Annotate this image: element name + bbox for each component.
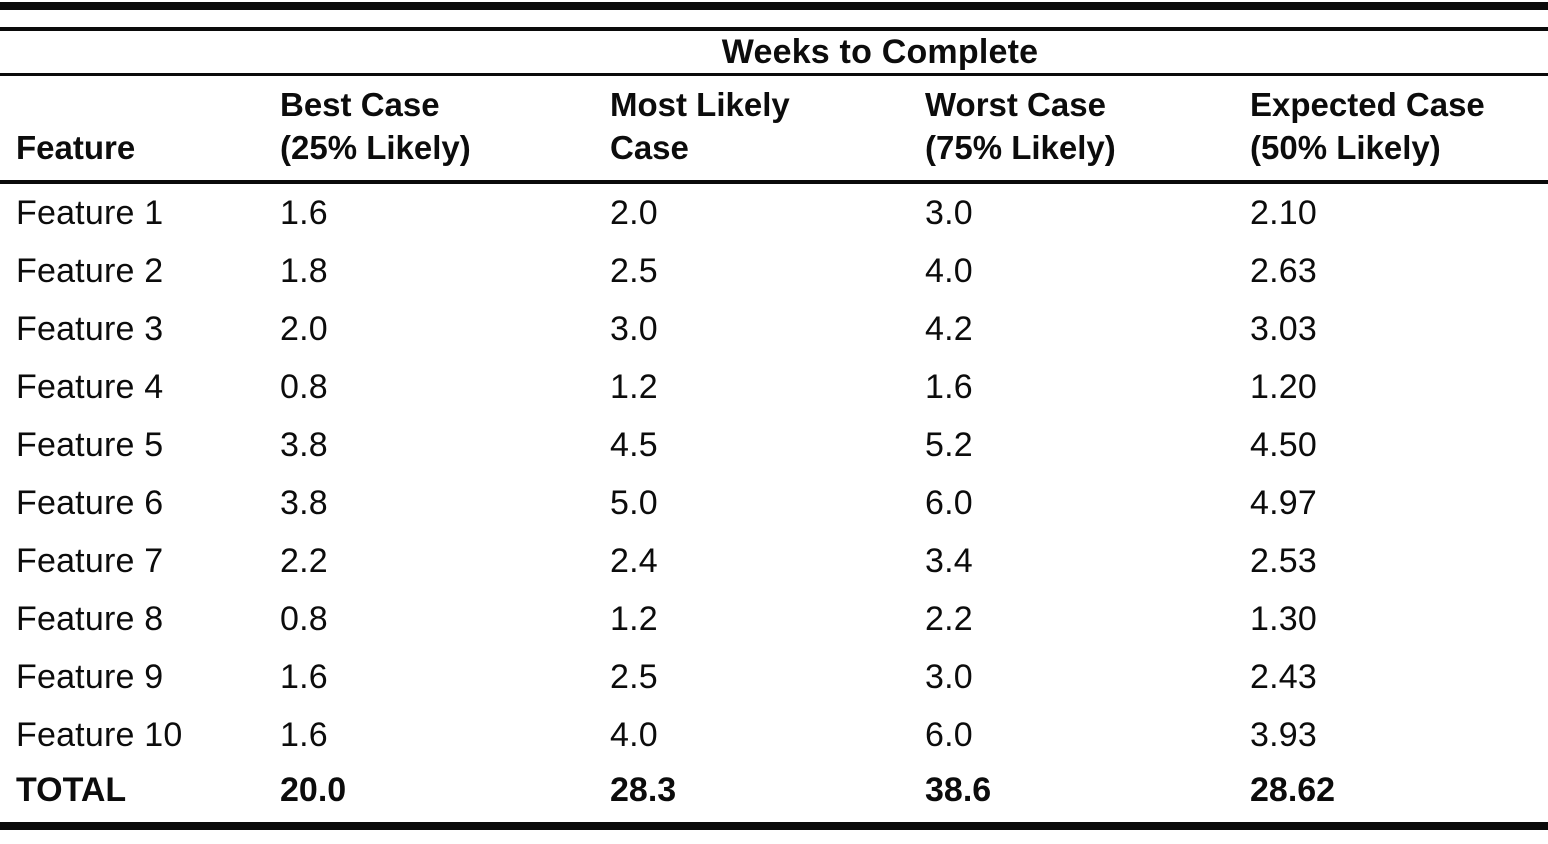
- cell-most-likely: 1.2: [610, 367, 658, 406]
- table-row: Feature 5 3.8 4.5 5.2 4.50: [0, 416, 1548, 474]
- cell-expected-case: 2.43: [1250, 657, 1317, 696]
- cell-worst-case: 6.0: [925, 715, 973, 754]
- cell-expected-case: 1.20: [1250, 367, 1317, 406]
- table-row: Feature 4 0.8 1.2 1.6 1.20: [0, 358, 1548, 416]
- cell-most-likely: 3.0: [610, 309, 658, 348]
- table-row: Feature 3 2.0 3.0 4.2 3.03: [0, 300, 1548, 358]
- table-row: Feature 1 1.6 2.0 3.0 2.10: [0, 184, 1548, 242]
- table-row: Feature 10 1.6 4.0 6.0 3.93: [0, 706, 1548, 764]
- total-worst-case: 38.6: [925, 770, 992, 809]
- cell-most-likely: 2.4: [610, 541, 658, 580]
- cell-worst-case: 3.0: [925, 657, 973, 696]
- cell-best-case: 3.8: [280, 483, 328, 522]
- cell-best-case: 1.6: [280, 715, 328, 754]
- cell-best-case: 3.8: [280, 425, 328, 464]
- cell-worst-case: 1.6: [925, 367, 973, 406]
- cell-expected-case: 2.10: [1250, 193, 1317, 232]
- table-total-row: TOTAL 20.0 28.3 38.6 28.62: [0, 764, 1548, 816]
- cell-most-likely: 5.0: [610, 483, 658, 522]
- cell-most-likely: 1.2: [610, 599, 658, 638]
- top-rule-inner: [0, 27, 1548, 31]
- column-header-feature: Feature: [0, 126, 280, 170]
- row-feature-label: Feature 5: [16, 425, 164, 464]
- column-header-worst-case: Worst Case (75% Likely): [925, 83, 1250, 170]
- total-expected-case: 28.62: [1250, 770, 1336, 809]
- column-header-label: Feature: [16, 129, 136, 167]
- total-best-case: 20.0: [280, 770, 347, 809]
- cell-most-likely: 4.0: [610, 715, 658, 754]
- column-header-sublabel: (50% Likely): [1250, 129, 1441, 167]
- cell-best-case: 0.8: [280, 367, 328, 406]
- cell-expected-case: 4.50: [1250, 425, 1317, 464]
- cell-best-case: 2.2: [280, 541, 328, 580]
- column-header-label: Most Likely: [610, 85, 790, 123]
- cell-expected-case: 2.63: [1250, 251, 1317, 290]
- row-feature-label: Feature 10: [16, 715, 183, 754]
- table-row: Feature 7 2.2 2.4 3.4 2.53: [0, 532, 1548, 590]
- bottom-rule: [0, 822, 1548, 830]
- cell-best-case: 0.8: [280, 599, 328, 638]
- spanning-header-band: Weeks to Complete: [0, 31, 1548, 73]
- column-header-label: Expected Case: [1250, 85, 1485, 123]
- row-feature-label: Feature 3: [16, 309, 164, 348]
- cell-most-likely: 2.0: [610, 193, 658, 232]
- table-row: Feature 9 1.6 2.5 3.0 2.43: [0, 648, 1548, 706]
- cell-best-case: 1.6: [280, 657, 328, 696]
- cell-worst-case: 3.4: [925, 541, 973, 580]
- row-feature-label: Feature 1: [16, 193, 164, 232]
- row-feature-label: Feature 7: [16, 541, 164, 580]
- row-feature-label: Feature 8: [16, 599, 164, 638]
- column-header-label: Best Case: [280, 85, 440, 123]
- column-header-best-case: Best Case (25% Likely): [280, 83, 610, 170]
- table-row: Feature 8 0.8 1.2 2.2 1.30: [0, 590, 1548, 648]
- spanning-header-title: Weeks to Complete: [721, 32, 1039, 71]
- cell-expected-case: 4.97: [1250, 483, 1317, 522]
- cell-best-case: 1.8: [280, 251, 328, 290]
- column-header-sublabel: (25% Likely): [280, 129, 471, 167]
- cell-worst-case: 2.2: [925, 599, 973, 638]
- cell-most-likely: 2.5: [610, 251, 658, 290]
- cell-worst-case: 4.0: [925, 251, 973, 290]
- cell-most-likely: 2.5: [610, 657, 658, 696]
- cell-most-likely: 4.5: [610, 425, 658, 464]
- row-feature-label: Feature 9: [16, 657, 164, 696]
- top-rule-outer: [0, 2, 1548, 10]
- cell-expected-case: 2.53: [1250, 541, 1317, 580]
- column-header-expected-case: Expected Case (50% Likely): [1250, 83, 1548, 170]
- cell-worst-case: 5.2: [925, 425, 973, 464]
- column-header-sublabel: (75% Likely): [925, 129, 1116, 167]
- cell-worst-case: 6.0: [925, 483, 973, 522]
- table-row: Feature 6 3.8 5.0 6.0 4.97: [0, 474, 1548, 532]
- total-label: TOTAL: [16, 770, 127, 809]
- row-feature-label: Feature 2: [16, 251, 164, 290]
- rule-under-column-headers: [0, 180, 1548, 184]
- cell-worst-case: 3.0: [925, 193, 973, 232]
- cell-best-case: 1.6: [280, 193, 328, 232]
- column-header-sublabel: Case: [610, 129, 689, 167]
- cell-worst-case: 4.2: [925, 309, 973, 348]
- rule-under-spanning-header: [0, 73, 1548, 76]
- cell-best-case: 2.0: [280, 309, 328, 348]
- table-row: Feature 2 1.8 2.5 4.0 2.63: [0, 242, 1548, 300]
- row-feature-label: Feature 4: [16, 367, 164, 406]
- cell-expected-case: 3.93: [1250, 715, 1317, 754]
- column-header-most-likely: Most Likely Case: [610, 83, 925, 170]
- row-feature-label: Feature 6: [16, 483, 164, 522]
- column-header-label: Worst Case: [925, 85, 1106, 123]
- column-header-row: Feature Best Case (25% Likely) Most Like…: [0, 76, 1548, 180]
- cell-expected-case: 1.30: [1250, 599, 1317, 638]
- cell-expected-case: 3.03: [1250, 309, 1317, 348]
- total-most-likely: 28.3: [610, 770, 677, 809]
